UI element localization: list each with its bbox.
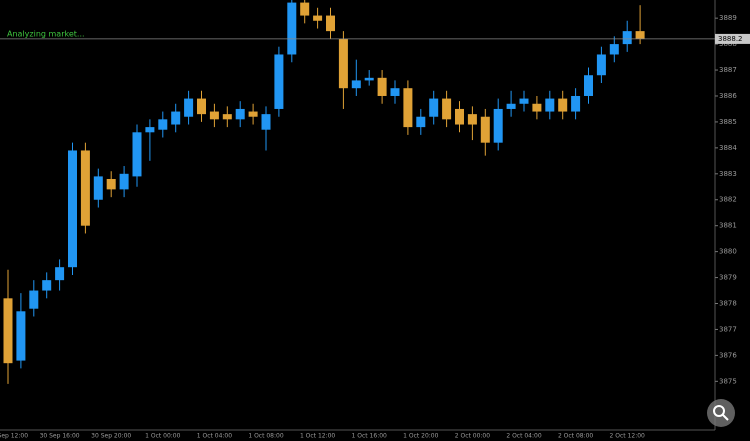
candle-body bbox=[248, 111, 258, 117]
x-tick-label: 2 Oct 08:00 bbox=[558, 433, 593, 440]
zoom-icon-handle bbox=[722, 414, 729, 421]
candle-body bbox=[480, 116, 490, 143]
candle-body bbox=[442, 98, 452, 120]
zoom-button[interactable] bbox=[707, 399, 735, 427]
candle-body bbox=[416, 116, 426, 128]
candle-body bbox=[119, 173, 129, 190]
candle-body bbox=[338, 38, 348, 89]
y-tick-label: 3878 bbox=[719, 300, 737, 308]
candle-body bbox=[197, 98, 206, 115]
candle-body bbox=[171, 111, 181, 125]
candle-body bbox=[519, 98, 529, 104]
candle-body bbox=[209, 111, 219, 120]
x-tick-label: 1 Oct 00:00 bbox=[145, 433, 180, 440]
candle-body bbox=[93, 176, 103, 200]
x-tick-label: 2 Oct 12:00 bbox=[610, 433, 645, 440]
candle-body bbox=[42, 280, 52, 291]
candle-body bbox=[545, 98, 555, 112]
candle-body bbox=[377, 77, 387, 96]
candle-body bbox=[622, 31, 632, 45]
candle-body bbox=[390, 88, 400, 96]
status-text: Analyzing market... bbox=[7, 30, 85, 39]
candle-body bbox=[274, 54, 284, 109]
candle-body bbox=[145, 127, 155, 133]
candle-body bbox=[532, 103, 542, 112]
candle-body bbox=[235, 108, 245, 120]
y-tick-label: 3884 bbox=[719, 144, 737, 152]
candle-body bbox=[429, 98, 439, 117]
x-tick-label: 1 Oct 12:00 bbox=[300, 433, 335, 440]
candle-body bbox=[571, 95, 581, 112]
x-tick-label: 2 Oct 04:00 bbox=[506, 433, 541, 440]
x-tick-label: 30 Sep 12:00 bbox=[0, 433, 28, 440]
candle-body bbox=[326, 15, 335, 32]
candle-body bbox=[55, 267, 65, 281]
candle-body bbox=[403, 88, 413, 128]
candle-body bbox=[558, 98, 568, 112]
candle-body bbox=[364, 77, 374, 81]
zoom-button-bg[interactable] bbox=[707, 399, 735, 427]
candle-body bbox=[158, 119, 168, 130]
candle-body bbox=[261, 114, 271, 130]
candle-body bbox=[68, 150, 77, 268]
x-tick-label: 1 Oct 08:00 bbox=[248, 433, 283, 440]
candle-body bbox=[635, 31, 645, 39]
y-tick-label: 3875 bbox=[719, 377, 737, 385]
zoom-icon bbox=[713, 405, 725, 417]
x-tick-label: 1 Oct 20:00 bbox=[403, 433, 438, 440]
y-tick-label: 3882 bbox=[719, 196, 737, 204]
candle-body bbox=[467, 114, 477, 125]
candle-body bbox=[455, 108, 464, 125]
current-price-box bbox=[715, 33, 750, 44]
y-tick-label: 3881 bbox=[719, 222, 737, 230]
y-tick-label: 3883 bbox=[719, 170, 737, 178]
candle-body bbox=[609, 44, 619, 55]
candle-body bbox=[584, 75, 593, 96]
candle-body bbox=[506, 103, 516, 109]
x-tick-label: 1 Oct 04:00 bbox=[197, 433, 232, 440]
x-tick-label: 1 Oct 16:00 bbox=[352, 433, 387, 440]
y-tick-label: 3888 bbox=[719, 40, 737, 48]
candle-body bbox=[3, 298, 13, 364]
x-tick-label: 30 Sep 20:00 bbox=[91, 433, 131, 440]
candle-body bbox=[184, 98, 194, 117]
candle-body bbox=[80, 150, 90, 226]
y-tick-label: 3880 bbox=[719, 248, 737, 256]
candle-body bbox=[222, 114, 232, 120]
candle-body bbox=[493, 108, 503, 143]
candle-body bbox=[596, 54, 606, 76]
y-tick-label: 3886 bbox=[719, 92, 737, 100]
candle-body bbox=[300, 2, 310, 16]
candle-body bbox=[287, 2, 297, 55]
y-tick-label: 3879 bbox=[719, 274, 737, 282]
candle-body bbox=[106, 178, 116, 190]
candle-body bbox=[16, 311, 26, 361]
y-tick-label: 3876 bbox=[719, 351, 737, 359]
x-tick-label: 2 Oct 00:00 bbox=[455, 433, 490, 440]
candle-body bbox=[313, 15, 323, 21]
candle-body bbox=[29, 290, 39, 309]
y-tick-label: 3877 bbox=[719, 325, 737, 333]
candle-body bbox=[351, 80, 361, 89]
x-tick-label: 30 Sep 16:00 bbox=[40, 433, 80, 440]
y-tick-label: 3887 bbox=[719, 66, 737, 74]
y-tick-label: 3889 bbox=[719, 14, 737, 22]
candle-body bbox=[132, 132, 142, 177]
current-price-label: 3888.2 bbox=[718, 35, 743, 43]
y-tick-label: 3885 bbox=[719, 118, 737, 126]
